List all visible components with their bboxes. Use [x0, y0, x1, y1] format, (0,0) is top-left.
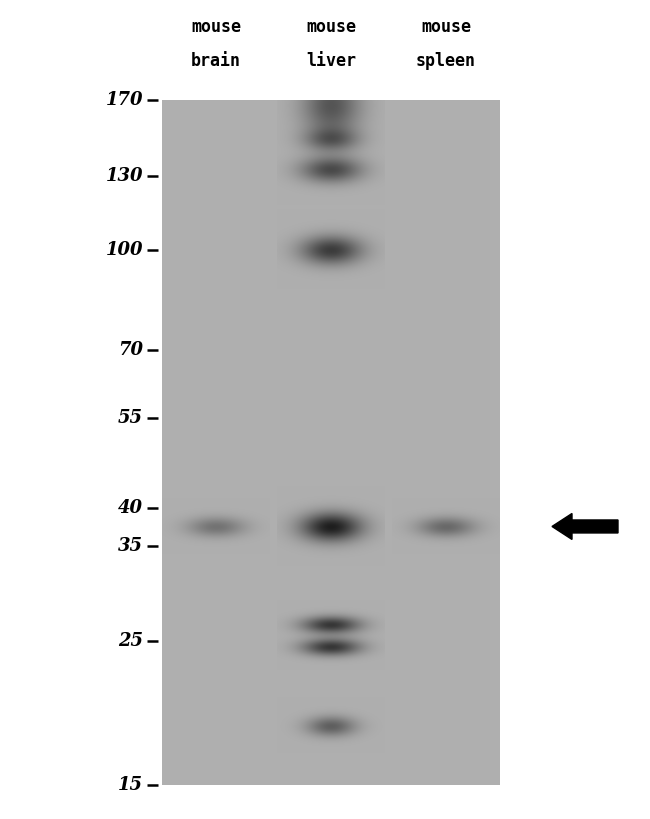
Text: 40: 40: [118, 500, 143, 518]
Text: spleen: spleen: [416, 52, 476, 70]
Text: 100: 100: [105, 241, 143, 259]
Text: mouse: mouse: [306, 18, 356, 36]
Text: 70: 70: [118, 342, 143, 360]
FancyArrow shape: [552, 514, 618, 540]
Text: 15: 15: [118, 776, 143, 794]
Text: 25: 25: [118, 632, 143, 649]
Text: 55: 55: [118, 410, 143, 428]
Text: mouse: mouse: [421, 18, 471, 36]
Text: brain: brain: [191, 52, 241, 70]
Text: mouse: mouse: [191, 18, 241, 36]
Text: 170: 170: [105, 91, 143, 109]
Text: 130: 130: [105, 167, 143, 185]
Text: 35: 35: [118, 537, 143, 555]
Text: liver: liver: [306, 52, 356, 70]
